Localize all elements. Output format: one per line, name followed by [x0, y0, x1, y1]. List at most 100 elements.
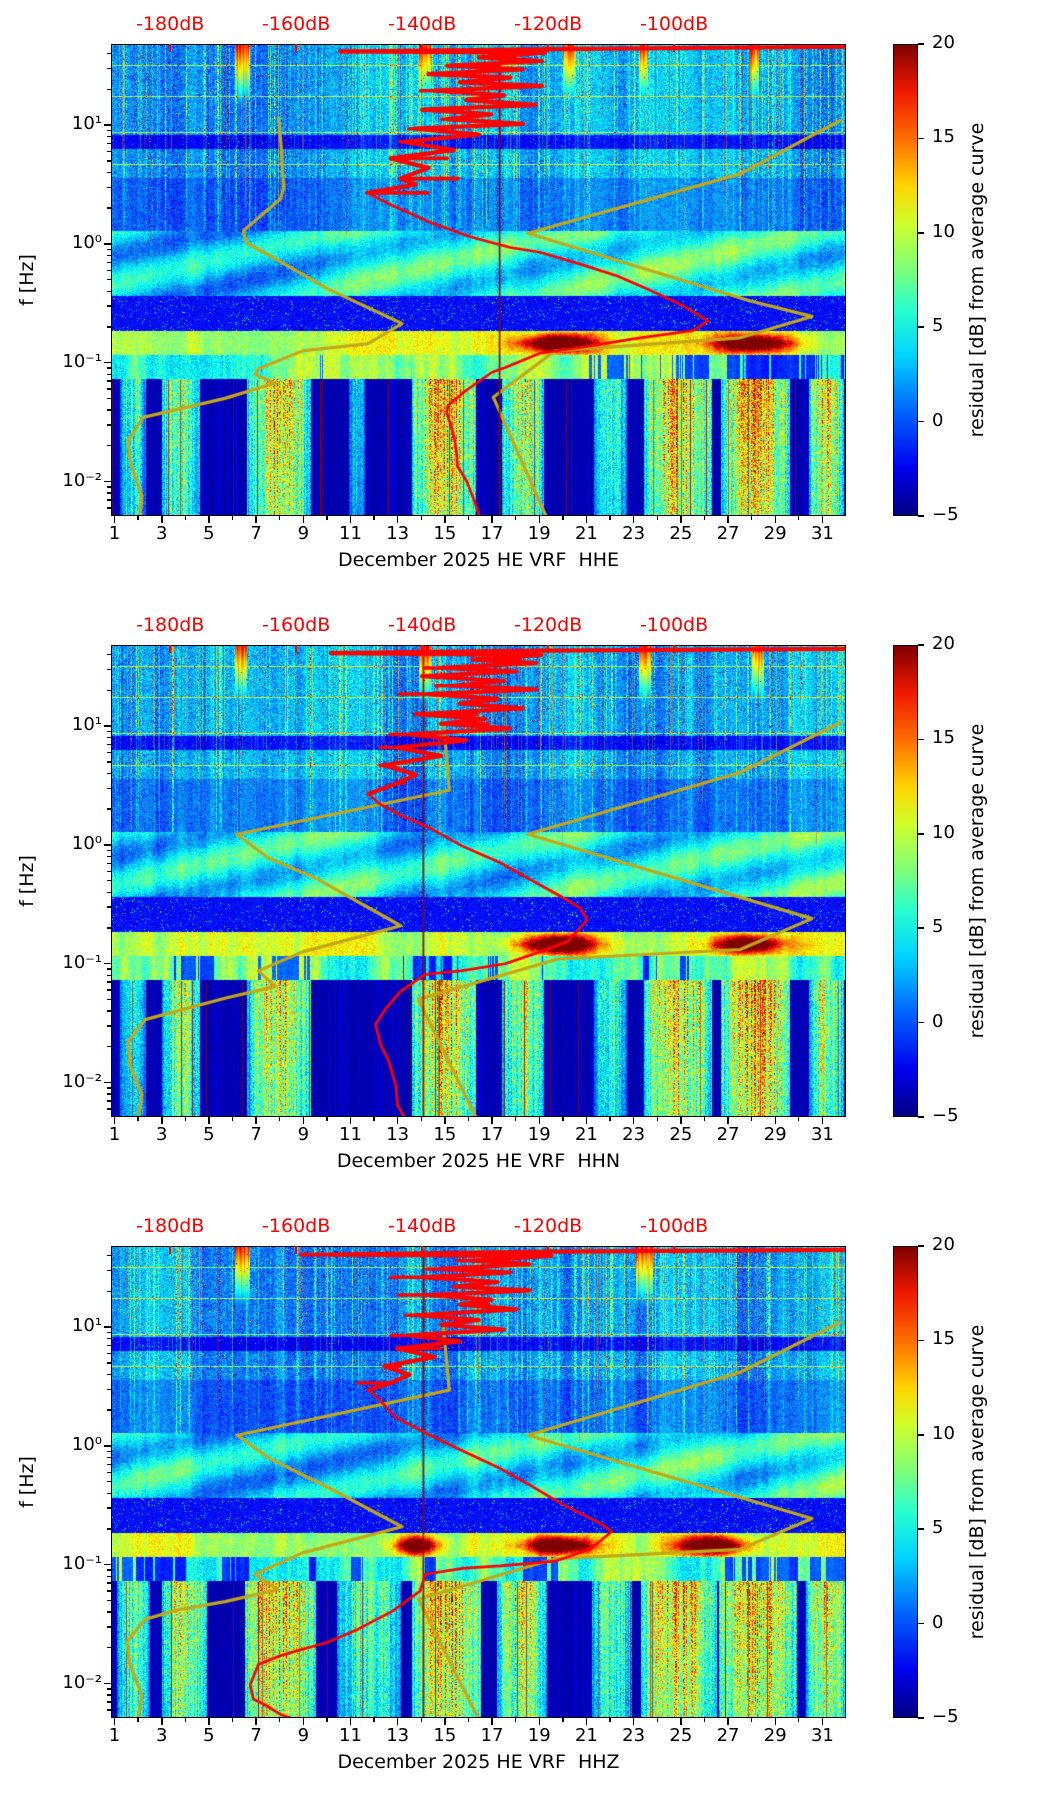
- y-minor-tick: [107, 1025, 111, 1027]
- x-minor-tick: [514, 516, 517, 520]
- top-axis-db-label: -100dB: [639, 614, 709, 636]
- x-major-tick: [538, 1117, 541, 1124]
- x-minor-tick: [420, 1718, 422, 1722]
- x-minor-tick: [562, 1718, 564, 1722]
- x-tick-label: 11: [339, 1725, 362, 1746]
- spectrogram-panel-hhz: f [Hz] December 2025 HE VRF HHZ residual…: [0, 1202, 1052, 1804]
- colorbar-tick: [918, 1245, 924, 1247]
- x-tick-label: 21: [574, 523, 598, 544]
- top-axis-red-tick: [547, 44, 550, 52]
- x-major-tick: [821, 1117, 824, 1124]
- x-tick-label: 25: [669, 1124, 693, 1145]
- y-major-tick: [104, 1682, 111, 1685]
- y-minor-tick: [107, 1100, 111, 1102]
- x-major-tick: [632, 516, 635, 523]
- x-minor-tick: [750, 1117, 753, 1121]
- colorbar-tick: [918, 1021, 924, 1024]
- x-tick-label: 7: [250, 1124, 262, 1145]
- y-minor-tick: [107, 1093, 111, 1095]
- x-tick-label: 13: [386, 523, 410, 544]
- x-minor-tick: [373, 516, 375, 520]
- y-minor-tick: [107, 968, 111, 970]
- y-minor-tick: [107, 261, 111, 264]
- y-tick-label: 10⁻²: [62, 1070, 102, 1092]
- y-minor-tick: [107, 1373, 111, 1376]
- y-minor-tick: [107, 1709, 111, 1711]
- y-minor-tick: [107, 855, 111, 858]
- x-tick-label: 23: [622, 1124, 646, 1145]
- x-tick-label: 13: [386, 1124, 410, 1145]
- x-major-tick: [585, 1117, 588, 1124]
- y-minor-tick: [107, 870, 111, 872]
- y-tick-label: 10⁻²: [62, 469, 102, 491]
- x-major-tick: [444, 1718, 446, 1725]
- y-minor-tick: [107, 290, 111, 292]
- x-minor-tick: [373, 1718, 375, 1722]
- top-axis-db-label: -140dB: [388, 614, 457, 636]
- x-minor-tick: [231, 1117, 234, 1121]
- colorbar-tick: [918, 515, 924, 517]
- y-minor-tick: [107, 1694, 111, 1696]
- y-major-tick: [104, 361, 111, 364]
- spectrogram-canvas-hhn: [111, 645, 846, 1117]
- y-minor-tick: [107, 67, 111, 70]
- y-minor-tick: [107, 373, 111, 375]
- top-axis-red-tick: [295, 44, 298, 52]
- y-minor-tick: [107, 1528, 111, 1530]
- x-tick-label: 27: [716, 1725, 740, 1746]
- x-major-tick: [680, 1117, 682, 1124]
- y-minor-tick: [107, 1254, 111, 1257]
- spectrogram-panel-hhn: f [Hz] December 2025 HE VRF HHN residual…: [0, 601, 1052, 1203]
- x-minor-tick: [798, 1117, 800, 1121]
- x-tick-label: 29: [763, 1725, 787, 1746]
- y-major-tick: [104, 243, 111, 245]
- y-tick-label: 10¹: [71, 1315, 102, 1337]
- y-axis-label: f [Hz]: [16, 254, 38, 306]
- top-axis-db-label: -100dB: [639, 13, 709, 35]
- top-axis-db-label: -180dB: [136, 614, 205, 636]
- y-minor-tick: [107, 668, 111, 671]
- x-minor-tick: [467, 1718, 470, 1722]
- top-axis-red-tick: [169, 44, 172, 52]
- y-minor-tick: [107, 808, 111, 810]
- x-axis-label: December 2025 HE VRF HHE: [337, 549, 620, 571]
- y-minor-tick: [107, 380, 111, 382]
- colorbar-tick: [918, 644, 924, 646]
- y-minor-tick: [107, 507, 111, 509]
- colorbar-tick: [918, 232, 924, 234]
- x-major-tick: [680, 1718, 682, 1725]
- y-minor-tick: [107, 397, 111, 400]
- x-tick-label: 3: [155, 1124, 168, 1145]
- colorbar: [893, 1246, 918, 1718]
- x-minor-tick: [750, 1718, 753, 1722]
- y-minor-tick: [107, 1575, 111, 1577]
- x-major-tick: [161, 1117, 163, 1124]
- y-minor-tick: [107, 1599, 111, 1602]
- y-minor-tick: [107, 743, 111, 746]
- y-minor-tick: [107, 1344, 111, 1347]
- x-tick-label: 9: [297, 523, 310, 544]
- y-minor-tick: [107, 409, 111, 411]
- x-minor-tick: [467, 1117, 470, 1121]
- colorbar-label: residual [dB] from average curve: [966, 122, 988, 438]
- y-minor-tick: [107, 1269, 111, 1272]
- y-minor-tick: [107, 207, 111, 209]
- y-minor-tick: [107, 305, 111, 307]
- x-major-tick: [113, 1718, 116, 1725]
- y-minor-tick: [107, 135, 111, 138]
- y-major-tick: [104, 1326, 111, 1328]
- y-minor-tick: [107, 689, 111, 692]
- x-major-tick: [585, 516, 588, 523]
- x-major-tick: [774, 1117, 776, 1124]
- top-axis-db-label: -160dB: [262, 614, 331, 636]
- top-axis-red-tick: [547, 1246, 550, 1254]
- top-axis-db-label: -120dB: [513, 1215, 583, 1237]
- y-minor-tick: [107, 1337, 111, 1340]
- top-axis-db-label: -160dB: [262, 1215, 331, 1237]
- x-tick-label: 9: [297, 1725, 310, 1746]
- x-minor-tick: [326, 516, 328, 520]
- x-major-tick: [444, 1117, 446, 1124]
- x-minor-tick: [373, 1117, 375, 1121]
- x-minor-tick: [703, 1718, 706, 1722]
- y-minor-tick: [107, 891, 111, 893]
